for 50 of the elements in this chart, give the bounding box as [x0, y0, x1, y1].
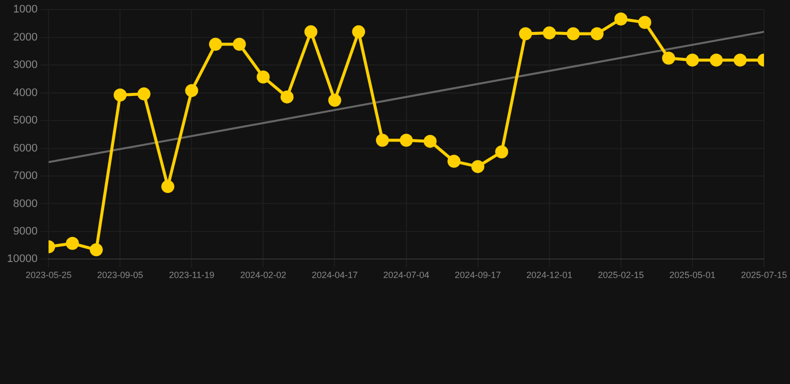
point: [185, 84, 198, 98]
point: [280, 90, 294, 104]
y-tick-label: 4000: [13, 86, 38, 99]
y-tick-label: 10000: [6, 253, 38, 266]
point: [424, 134, 437, 148]
point: [90, 243, 103, 256]
y-tick-label: 9000: [13, 226, 38, 238]
point: [590, 27, 604, 40]
x-tick-label: 2024-09-17: [454, 270, 501, 280]
point: [638, 16, 652, 29]
point: [232, 38, 246, 51]
y-tick-label: 2000: [13, 31, 38, 44]
point: [614, 12, 628, 26]
point: [352, 25, 366, 38]
point: [114, 88, 127, 102]
y-tick-label: 3000: [13, 59, 38, 72]
y-tick-label: 8000: [13, 198, 38, 210]
x-tick-label: 2023-11-19: [168, 270, 214, 280]
point: [471, 160, 484, 174]
x-tick-label: 2024-12-01: [526, 270, 572, 280]
point: [447, 154, 460, 168]
point: [542, 26, 556, 40]
y-tick-label: 6000: [13, 142, 38, 154]
point: [209, 38, 222, 51]
x-tick-label: 2025-05-01: [669, 270, 716, 280]
point: [376, 134, 389, 147]
y-tick-label: 1000: [13, 4, 38, 16]
point: [495, 145, 508, 158]
y-tick-label: 5000: [13, 114, 38, 127]
point: [519, 27, 532, 40]
point: [137, 87, 150, 100]
point: [304, 25, 318, 38]
x-tick-label: 2024-07-04: [383, 270, 430, 280]
x-tick-label: 2024-04-17: [312, 270, 358, 280]
x-tick-label: 2023-05-25: [26, 270, 72, 280]
x-tick-label: 2025-02-15: [598, 270, 644, 280]
point: [400, 134, 413, 147]
point: [256, 70, 270, 84]
x-tick-label: 2025-07-15: [740, 270, 788, 280]
y-tick-label: 7000: [13, 170, 38, 182]
point: [328, 94, 342, 107]
x-tick-label: 2024-02-02: [240, 270, 286, 280]
point: [566, 27, 580, 40]
x-tick-label: 2023-09-05: [97, 270, 144, 280]
point: [686, 54, 699, 67]
point: [734, 54, 747, 67]
point: [662, 52, 676, 65]
point: [710, 54, 723, 67]
point: [66, 236, 79, 250]
point: [161, 180, 174, 194]
